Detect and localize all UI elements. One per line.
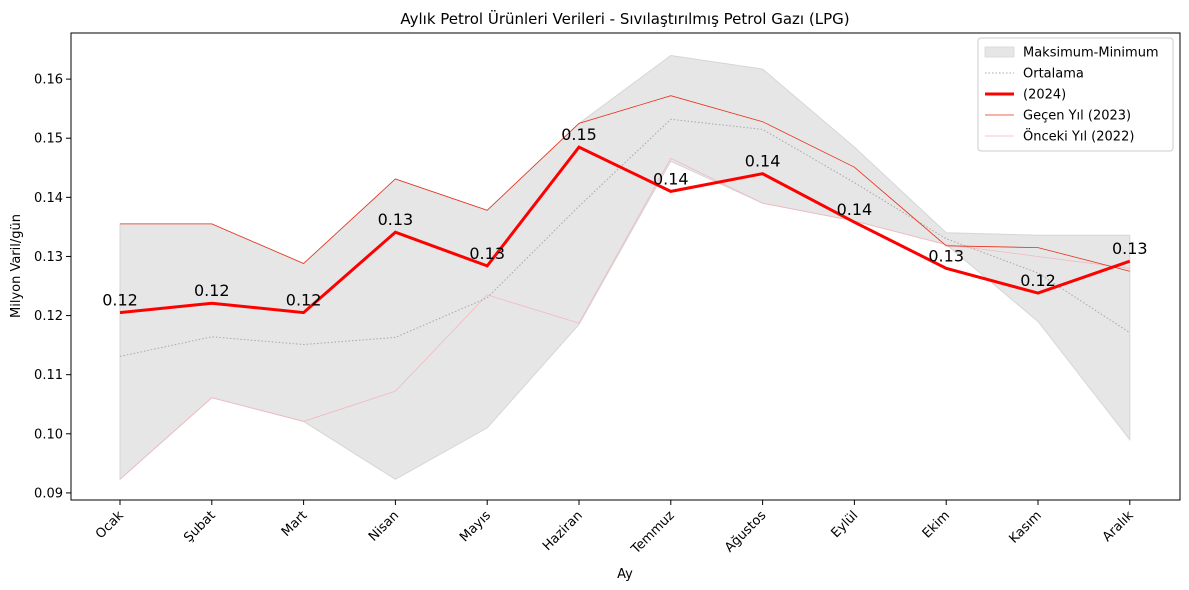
- data-label: 0.13: [378, 210, 414, 229]
- legend-label-series-average: Ortalama: [1023, 67, 1084, 82]
- x-tick-label: Mart: [279, 508, 311, 540]
- data-label: 0.13: [1112, 239, 1148, 258]
- chart-title: Aylık Petrol Ürünleri Verileri - Sıvılaş…: [400, 9, 849, 28]
- legend-label-series-2023: Geçen Yıl (2023): [1023, 109, 1131, 124]
- data-label: 0.12: [102, 291, 138, 310]
- x-axis-label: Ay: [617, 567, 633, 582]
- y-tick-label: 0.12: [34, 309, 63, 324]
- x-tick-label: Mayıs: [457, 508, 494, 545]
- legend-box: [977, 37, 1174, 152]
- series-2023-line: [120, 95, 1130, 272]
- data-label: 0.14: [745, 152, 781, 171]
- x-tick-label: Şubat: [181, 508, 218, 545]
- y-tick-label: 0.10: [34, 427, 63, 442]
- y-axis-ticks: 0.09 0.10 0.11 0.12 0.13 0.14 0.15 0.16: [34, 73, 71, 501]
- series-2024-line: [119, 145, 1131, 315]
- data-label: 0.12: [194, 281, 230, 300]
- y-tick-label: 0.11: [34, 368, 63, 383]
- y-tick-label: 0.14: [34, 191, 63, 206]
- x-tick-label: Temmuz: [628, 508, 678, 558]
- legend-swatch-band: [984, 46, 1015, 58]
- series-2022-line: [119, 157, 1130, 480]
- x-tick-label: Haziran: [540, 508, 586, 554]
- legend-label-series-2024: (2024): [1023, 88, 1066, 103]
- data-label: 0.12: [1020, 271, 1056, 290]
- x-tick-label: Kasım: [1006, 508, 1044, 546]
- x-tick-label: Ekim: [920, 508, 953, 541]
- data-label: 0.14: [837, 200, 873, 219]
- y-tick-label: 0.09: [34, 486, 63, 501]
- y-tick-label: 0.15: [34, 132, 63, 147]
- data-label: 0.14: [653, 169, 689, 188]
- legend-label-series-2022: Önceki Yıl (2022): [1023, 128, 1134, 145]
- axes-frame: [70, 32, 1181, 501]
- x-tick-label: Ağustos: [722, 508, 770, 556]
- data-label: 0.12: [286, 291, 322, 310]
- data-labels: 0.12 0.12 0.12 0.13 0.13 0.15 0.14 0.14 0.14 0.13…: [102, 125, 1147, 310]
- x-tick-label: Eylül: [828, 508, 861, 541]
- x-axis-ticks: Ocak Şubat Mart Nisan Mayıs Haziran Temmuz Ağus…: [93, 500, 1137, 558]
- y-tick-label: 0.16: [34, 73, 63, 88]
- data-label: 0.13: [469, 244, 505, 263]
- x-tick-label: Ocak: [93, 508, 127, 542]
- data-label: 0.13: [928, 246, 964, 265]
- y-tick-label: 0.13: [34, 250, 63, 265]
- data-label: 0.15: [561, 125, 597, 144]
- x-tick-label: Aralık: [1100, 508, 1137, 545]
- y-axis-label: Milyon Varil/gün: [9, 214, 24, 318]
- x-tick-label: Nisan: [366, 508, 402, 544]
- legend: Maksimum-Minimum Ortalama (2024) Geçen Yıl…: [977, 37, 1174, 152]
- plot-area: [119, 54, 1131, 481]
- legend-label-band: Maksimum-Minimum: [1023, 46, 1159, 61]
- series-average-line: [119, 118, 1131, 357]
